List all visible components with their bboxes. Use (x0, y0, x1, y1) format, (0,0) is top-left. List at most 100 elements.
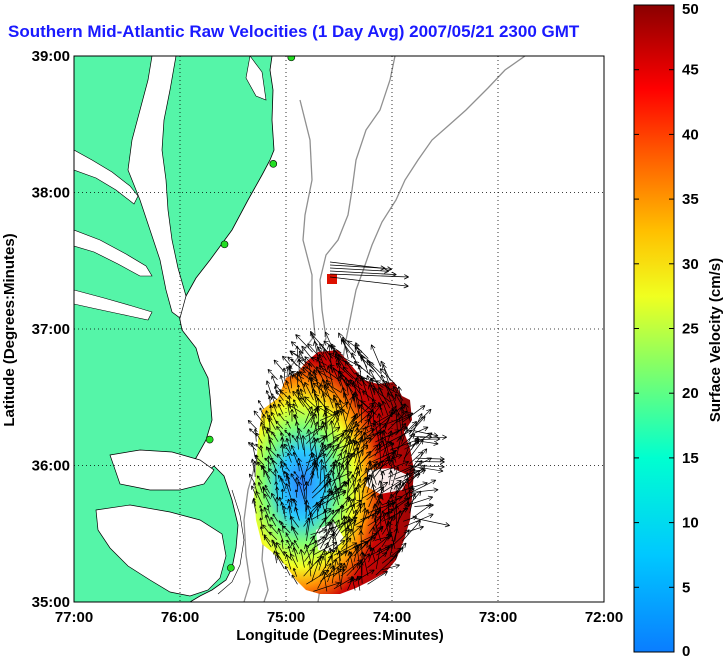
radar-station-marker (227, 564, 235, 572)
velocity-arrow (303, 465, 318, 492)
velocity-arrow (318, 459, 324, 486)
velocity-arrow (369, 546, 376, 562)
velocity-arrow (381, 460, 410, 473)
velocity-arrow (340, 519, 357, 534)
velocity-arrow (311, 508, 332, 521)
inlet-2 (74, 289, 153, 321)
velocity-arrow (318, 426, 341, 443)
velocity-arrow (362, 390, 374, 401)
colorbar-tick-label: 10 (682, 515, 699, 532)
velocity-arrow (361, 481, 389, 499)
velocity-arrow (322, 549, 328, 569)
velocity-arrow (251, 499, 257, 514)
velocity-arrow (286, 366, 305, 386)
velocity-arrow (392, 385, 404, 401)
velocity-arrow (379, 368, 398, 387)
velocity-arrow (390, 529, 410, 548)
colorbar-tick-label: 45 (682, 62, 699, 79)
velocity-arrow (266, 504, 270, 514)
velocity-arrow (366, 360, 384, 382)
velocity-arrow (375, 380, 398, 394)
velocity-arrow (293, 399, 298, 408)
velocity-arrow (326, 344, 333, 373)
velocity-arrow (393, 484, 399, 512)
velocity-arrow (360, 437, 372, 449)
colorbar-tick-label: 40 (682, 126, 699, 143)
velocity-arrow (259, 517, 263, 527)
velocity-arrow (286, 539, 292, 549)
velocity-arrow (311, 559, 321, 582)
velocity-arrow (279, 374, 285, 388)
velocity-arrow (290, 473, 298, 485)
velocity-arrow (352, 393, 369, 409)
colorbar-tick-label: 35 (682, 191, 699, 208)
velocity-arrow (346, 503, 355, 519)
velocity-arrow (251, 485, 258, 499)
velocity-arrow (303, 452, 314, 478)
velocity-arrow (283, 443, 293, 457)
velocity-arrow (259, 421, 265, 437)
velocity-arrow (390, 456, 396, 471)
velocity-arrow (297, 392, 312, 409)
velocity-arrow (299, 548, 305, 568)
velocity-arrow (306, 511, 313, 541)
velocity-arrow (285, 380, 291, 394)
velocity-arrow (329, 420, 335, 444)
colorbar-tick-label: 15 (682, 450, 699, 467)
velocity-arrow (322, 412, 328, 442)
velocity-arrow (403, 403, 411, 423)
velocity-arrow (371, 513, 382, 542)
velocity-arrow (255, 432, 263, 444)
velocity-arrow (377, 500, 383, 528)
velocity-arrow (304, 406, 313, 424)
velocity-arrow (278, 413, 285, 422)
velocity-arrow (278, 399, 285, 408)
velocity-arrow (327, 546, 338, 563)
x-tick-label: 75:00 (267, 609, 305, 626)
velocity-arrow (345, 454, 351, 487)
y-tick-label: 36:00 (32, 458, 70, 475)
velocity-arrow (295, 334, 313, 353)
colorbar-tick-label: 20 (682, 385, 699, 402)
velocity-arrow (307, 560, 313, 577)
x-tick-label: 76:00 (161, 609, 199, 626)
velocity-arrow (325, 445, 335, 458)
velocity-arrow (301, 345, 313, 360)
velocity-arrow (323, 384, 334, 409)
velocity-vectors (247, 330, 450, 592)
velocity-arrow (250, 442, 256, 458)
velocity-arrow (376, 442, 383, 464)
velocity-arrow (255, 490, 263, 506)
velocity-arrow (396, 435, 403, 458)
velocity-arrow (285, 475, 291, 492)
velocity-arrow (352, 487, 359, 507)
isolated-vectors (329, 261, 409, 289)
velocity-arrow (293, 471, 300, 479)
velocity-arrow (287, 356, 307, 374)
velocity-arrow (292, 451, 298, 464)
velocity-arrow (267, 447, 277, 457)
velocity-arrow (264, 470, 272, 485)
chesapeake-bay (127, 56, 187, 319)
velocity-arrow (411, 426, 429, 435)
isolated-observation (327, 274, 337, 284)
velocity-arrow (265, 410, 270, 422)
velocity-arrow (340, 449, 348, 471)
colorbar-tick-label: 50 (682, 1, 699, 18)
velocity-field (247, 330, 450, 594)
velocity-arrow (319, 527, 333, 549)
velocity-arrow (370, 344, 381, 367)
velocity-arrow (368, 547, 375, 563)
velocity-arrow (303, 555, 322, 577)
velocity-arrow (259, 508, 264, 520)
velocity-arrow (339, 504, 345, 520)
velocity-arrow (291, 574, 298, 585)
velocity-arrow (287, 372, 293, 389)
velocity-arrow (342, 366, 363, 387)
velocity-arrow (389, 547, 404, 562)
velocity-arrow (323, 340, 342, 354)
velocity-arrow (370, 378, 383, 403)
velocity-arrow (317, 434, 328, 459)
velocity-arrow (263, 487, 271, 500)
velocity-arrow (280, 488, 285, 499)
